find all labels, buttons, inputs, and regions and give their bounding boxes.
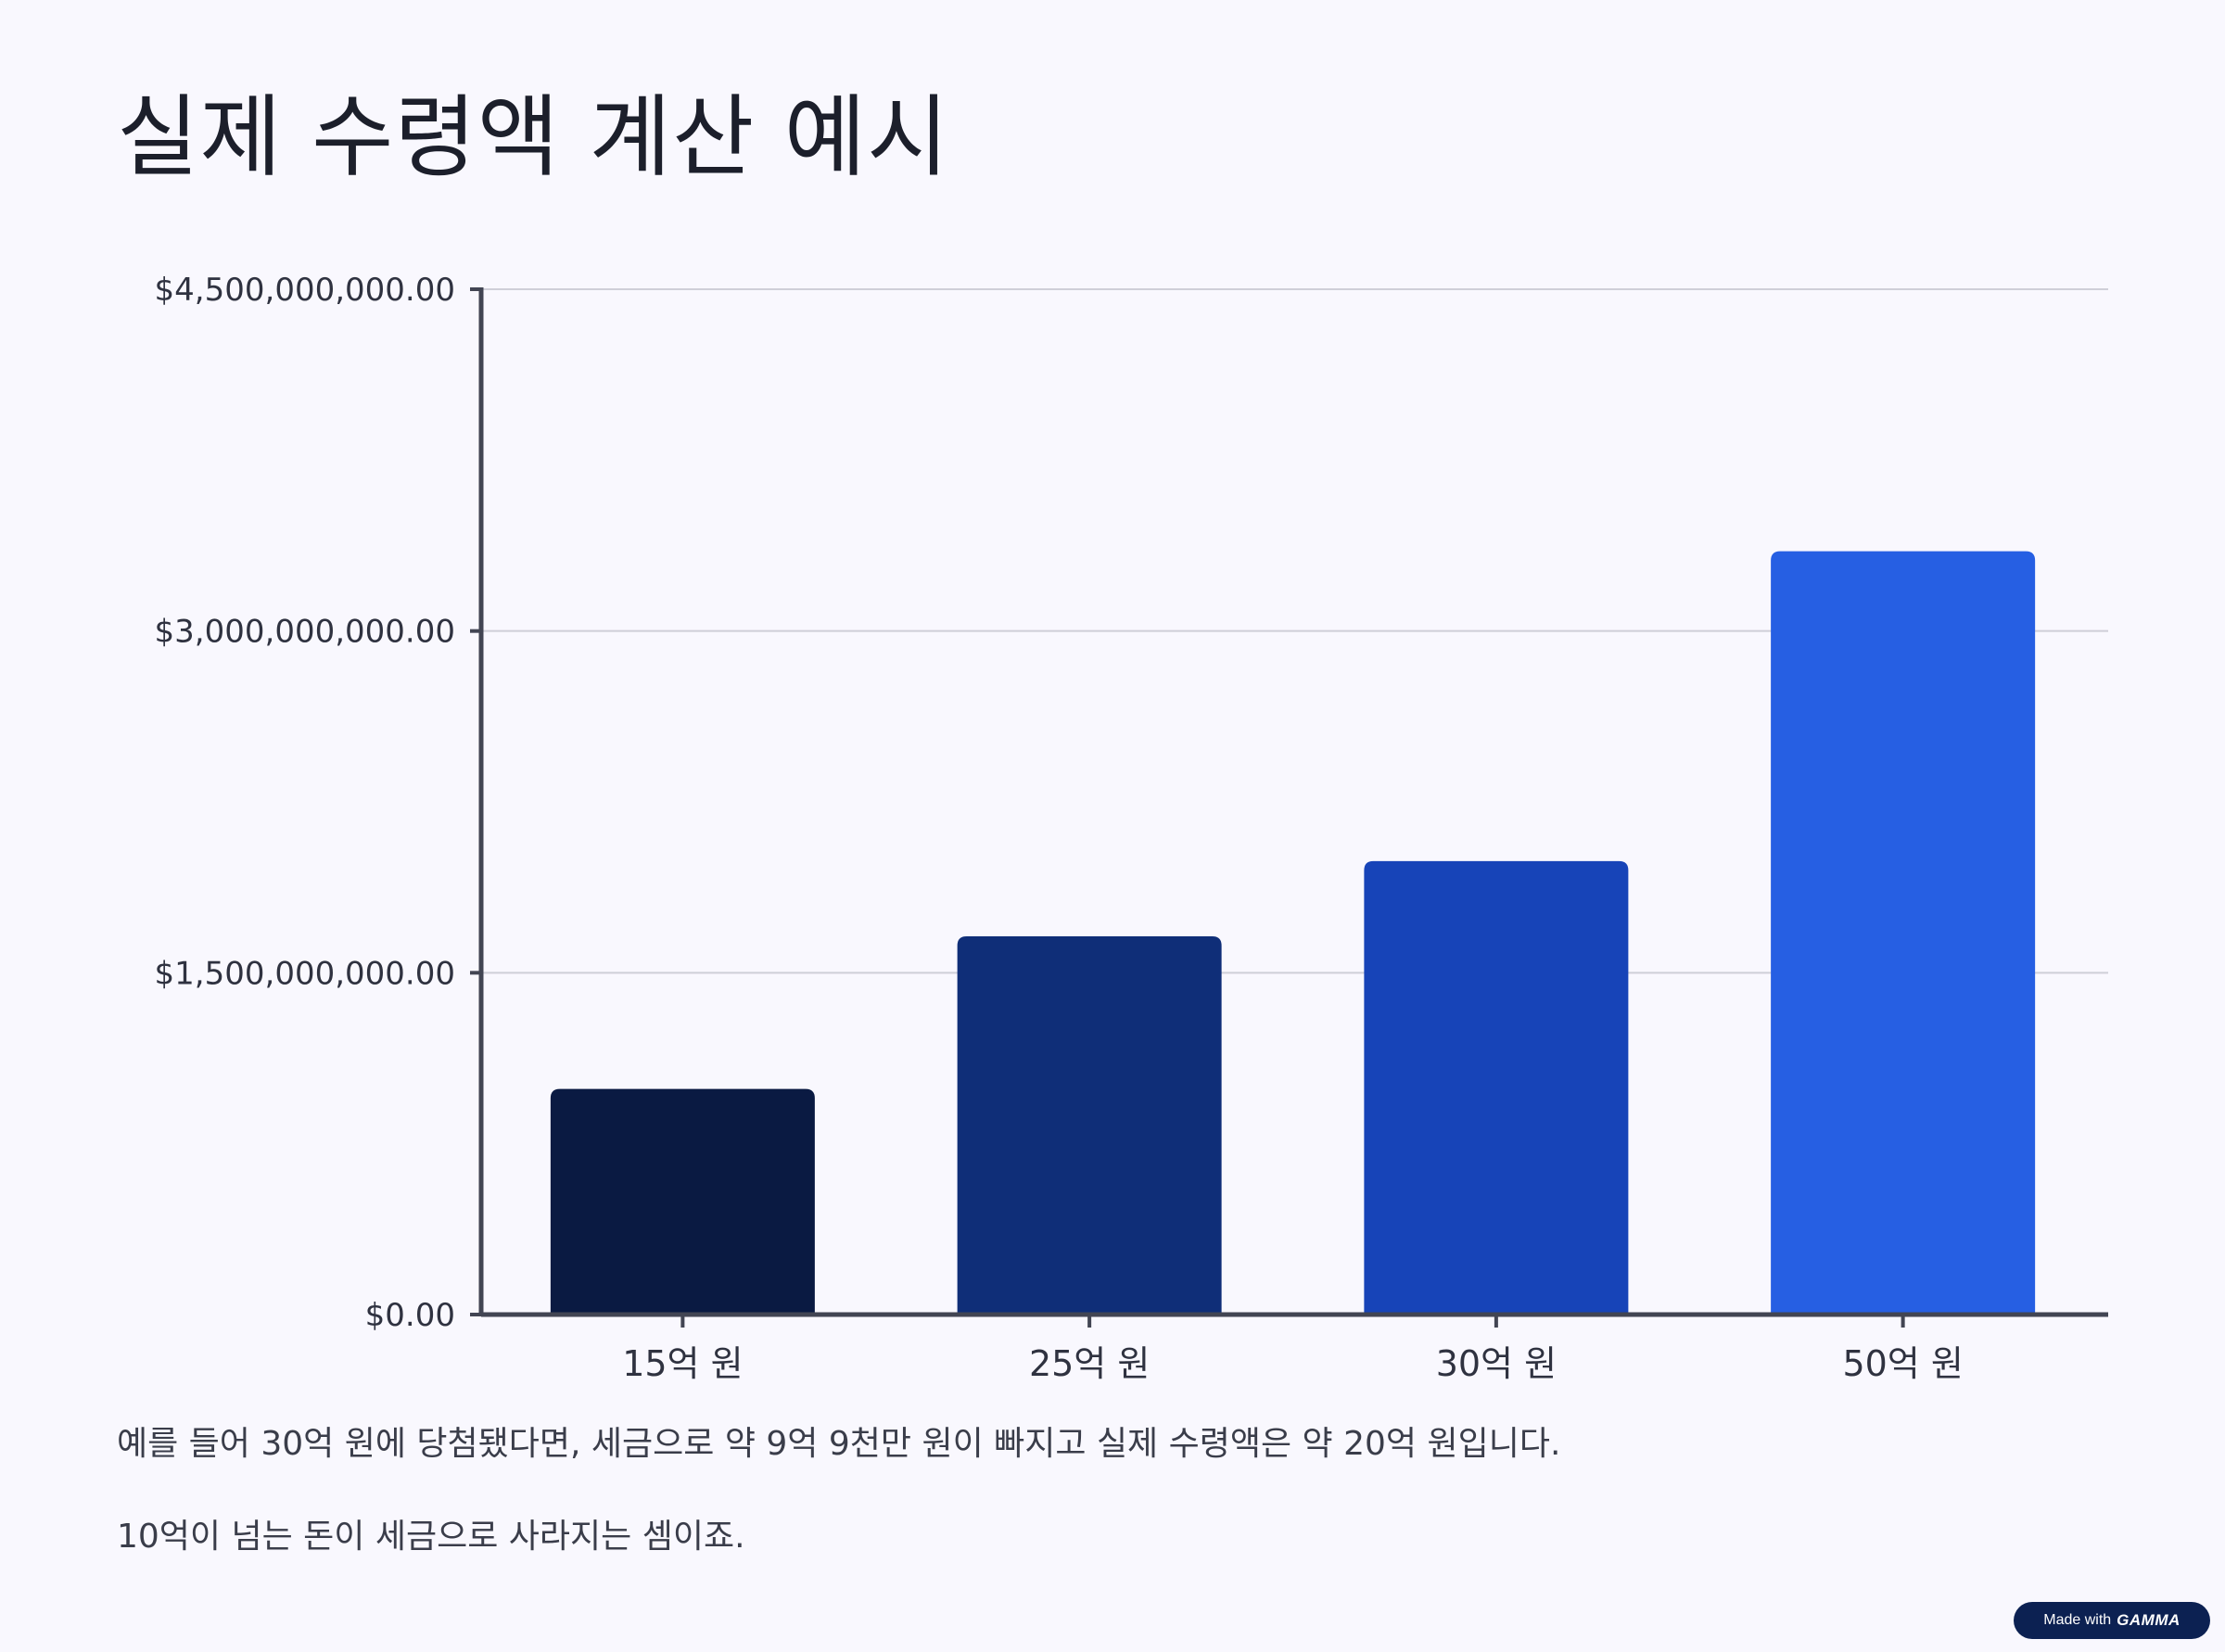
tick-labels: $0.00 $1,500,000,000.00 $3,000,000,000.00 $… (155, 272, 1964, 1384)
caption-line-2: 10억이 넘는 돈이 세금으로 사라지는 셈이죠. (117, 1518, 745, 1556)
page-title: 실제 수령액 계산 예시 (117, 85, 950, 189)
x-tick-label: 30억 원 (1436, 1343, 1557, 1384)
bar (957, 936, 1222, 1315)
bars (550, 551, 2036, 1315)
y-tick-label: $0.00 (365, 1297, 455, 1334)
axes (470, 287, 2108, 1328)
y-tick-label: $4,500,000,000.00 (155, 272, 455, 309)
x-tick-label: 50억 원 (1842, 1343, 1963, 1384)
caption-line-1: 예를 들어 30억 원에 당첨됐다면, 세금으로 약 9억 9천만 원이 빠지고… (117, 1425, 1561, 1463)
y-tick-label: $1,500,000,000.00 (155, 955, 455, 992)
x-tick-label: 15억 원 (622, 1343, 743, 1384)
badge-prefix: Made with (2043, 1612, 2112, 1628)
bar (1364, 860, 1629, 1315)
bar (1771, 551, 2036, 1315)
y-tick-label: $3,000,000,000.00 (155, 614, 455, 651)
made-with-gamma-badge[interactable]: Made with GAMMA (2014, 1602, 2210, 1639)
x-tick-label: 25억 원 (1029, 1343, 1150, 1384)
gamma-logo: GAMMA (2117, 1611, 2180, 1629)
bar (550, 1088, 815, 1315)
